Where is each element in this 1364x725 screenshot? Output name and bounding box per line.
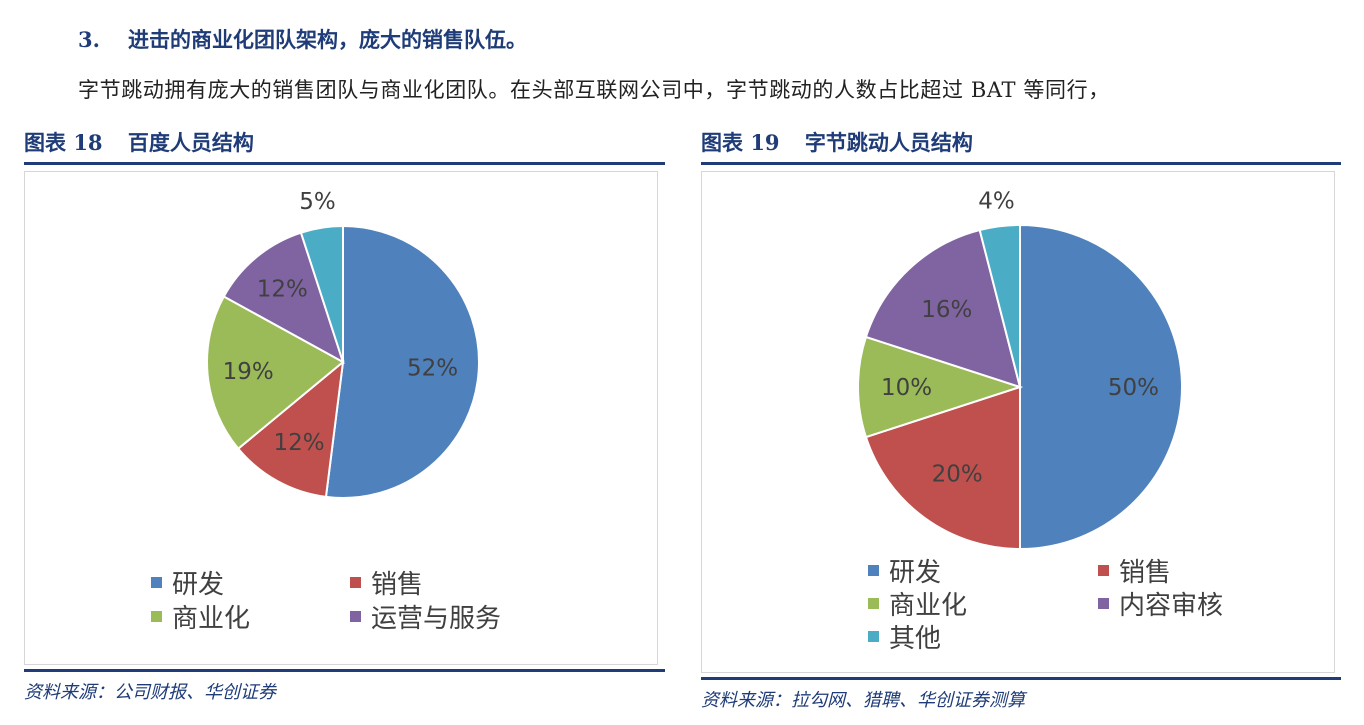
figure-19: 图表 19 字节跳动人员结构 50% 20% 10% 16% 4% 研发 销售商业化 内容审… xyxy=(701,126,1341,712)
legend-swatch xyxy=(1098,565,1109,576)
legend-label: 销售 xyxy=(371,570,424,600)
figure-caption: 百度人员结构 xyxy=(127,130,254,155)
pie-slice-2 xyxy=(206,295,345,451)
pie-slice-4 xyxy=(978,223,1021,388)
pie-data-label-4: 5% xyxy=(299,189,336,215)
legend-label: 商业化 xyxy=(889,591,968,621)
figure-title: 图表 18 百度人员结构 xyxy=(24,126,665,162)
legend-label: 内容审核 xyxy=(1119,591,1224,621)
pie-slice-1 xyxy=(236,359,345,499)
figure-number: 18 xyxy=(73,130,103,155)
pie-slice-4 xyxy=(299,224,344,363)
pie-data-label-0: 52% xyxy=(407,356,458,382)
section-heading: 3. 进击的商业化团队架构，庞大的销售队伍。 xyxy=(78,24,527,54)
section-title: 进击的商业化团队架构，庞大的销售队伍。 xyxy=(128,27,527,52)
legend-item-3: 运营与服务 xyxy=(350,598,501,635)
chart-frame: 52% 12% 19% 12% 5% 研发 销售商业化 运营与服务 xyxy=(24,171,658,665)
legend-swatch xyxy=(350,611,361,622)
legend-swatch xyxy=(151,611,162,622)
legend-item-2: 商业化 xyxy=(151,598,250,635)
figure-label: 图表 xyxy=(24,130,66,155)
legend-swatch xyxy=(868,631,879,642)
figure-label: 图表 xyxy=(701,130,743,155)
legend-swatch xyxy=(350,577,361,588)
pie-data-label-1: 12% xyxy=(274,430,325,456)
pie-chart-bytedance: 50% 20% 10% 16% 4% xyxy=(857,189,1183,551)
pie-slice-3 xyxy=(222,231,345,365)
legend-item-1: 销售 xyxy=(1098,552,1171,589)
legend-item-0: 研发 xyxy=(151,564,224,601)
legend-label: 其他 xyxy=(889,624,942,654)
pie-chart-baidu: 52% 12% 19% 12% 5% xyxy=(206,189,480,499)
legend-label: 商业化 xyxy=(172,604,251,634)
figure-bottom-rule xyxy=(701,677,1341,680)
legend-item-3: 内容审核 xyxy=(1098,585,1223,622)
legend-swatch xyxy=(1098,598,1109,609)
pie-slice-2 xyxy=(857,335,1024,439)
pie-slice-0 xyxy=(1019,223,1183,551)
figure-bottom-rule xyxy=(24,669,665,672)
pie-data-label-4: 4% xyxy=(978,189,1015,215)
pie-data-label-2: 10% xyxy=(881,375,932,401)
legend-item-2: 商业化 xyxy=(868,585,967,622)
pie-data-label-3: 16% xyxy=(921,297,972,323)
figure-18: 图表 18 百度人员结构 52% 12% 19% 12% 5% 研发 销售商业化 运营与服务… xyxy=(24,126,665,704)
legend-label: 运营与服务 xyxy=(371,604,502,634)
section-number: 3. xyxy=(78,27,100,52)
legend-item-0: 研发 xyxy=(868,552,941,589)
figure-number: 19 xyxy=(750,130,780,155)
body-paragraph: 字节跳动拥有庞大的销售团队与商业化团队。在头部互联网公司中，字节跳动的人数占比超… xyxy=(78,78,1110,102)
pie-data-label-3: 12% xyxy=(257,277,308,303)
legend-item-4: 其他 xyxy=(868,618,941,655)
figure-source: 资料来源：公司财报、华创证券 xyxy=(24,682,276,703)
pie-slice-3 xyxy=(864,228,1022,389)
legend-label: 销售 xyxy=(1119,558,1172,588)
figure-top-rule xyxy=(701,162,1341,165)
chart-frame: 50% 20% 10% 16% 4% 研发 销售商业化 内容审核其他 xyxy=(701,171,1335,673)
pie-data-label-0: 50% xyxy=(1108,375,1159,401)
figure-source: 资料来源：拉勾网、猎聘、华创证券测算 xyxy=(701,690,1025,711)
legend-swatch xyxy=(151,577,162,588)
legend-swatch xyxy=(868,565,879,576)
pie-data-label-2: 19% xyxy=(223,359,274,385)
figure-top-rule xyxy=(24,162,665,165)
legend-swatch xyxy=(868,598,879,609)
figure-title: 图表 19 字节跳动人员结构 xyxy=(701,126,1341,162)
pie-slice-0 xyxy=(324,224,480,499)
pie-slice-1 xyxy=(864,385,1021,551)
pie-data-label-1: 20% xyxy=(932,462,983,488)
legend-item-1: 销售 xyxy=(350,564,423,601)
legend-label: 研发 xyxy=(172,570,225,600)
figure-caption: 字节跳动人员结构 xyxy=(804,130,973,155)
legend-label: 研发 xyxy=(889,558,942,588)
